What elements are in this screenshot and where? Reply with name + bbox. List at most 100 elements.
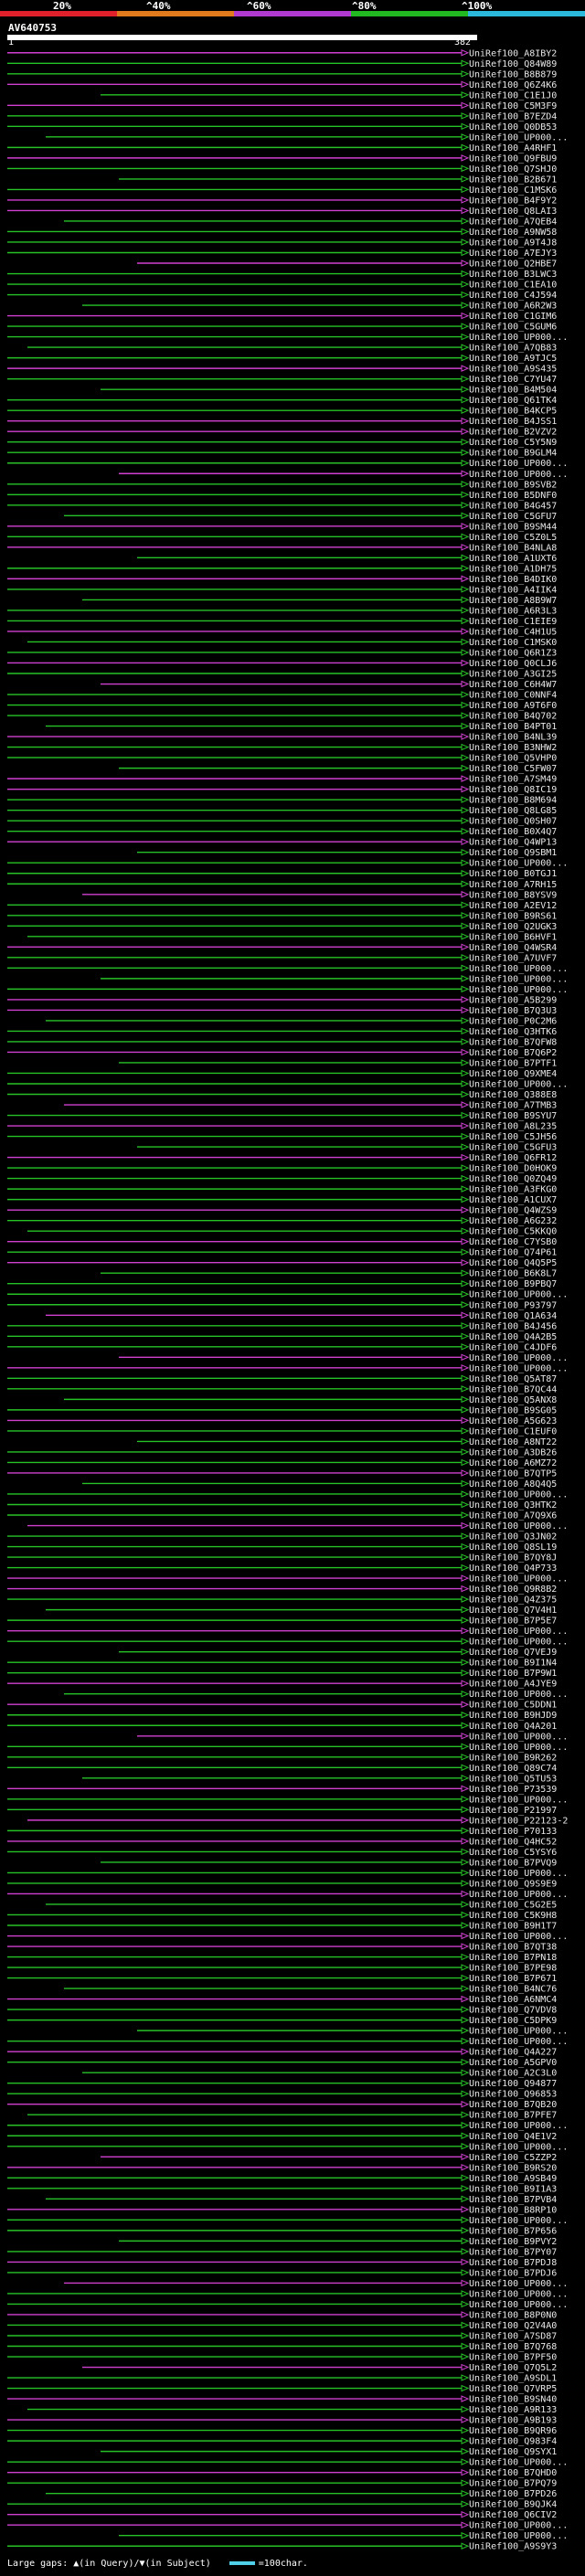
- hit-label[interactable]: UniRef100_B7QY8J: [469, 1553, 557, 1564]
- hit-label[interactable]: UniRef100_A5GPV0: [469, 2058, 557, 2068]
- hit-row[interactable]: UniRef100_B7PE98: [7, 1964, 557, 1974]
- hit-label[interactable]: UniRef100_Q4WSR4: [469, 943, 557, 953]
- hit-row[interactable]: UniRef100_P70133: [7, 1827, 557, 1837]
- hit-row[interactable]: UniRef100_Q6CIV2: [7, 2510, 557, 2520]
- hit-label[interactable]: UniRef100_B8M694: [469, 796, 557, 806]
- hit-row[interactable]: UniRef100_A5B299: [7, 995, 557, 1005]
- hit-label[interactable]: UniRef100_A9S9Y3: [469, 2542, 557, 2552]
- hit-row[interactable]: UniRef100_Q4A201: [7, 1722, 557, 1732]
- hit-row[interactable]: UniRef100_A4IIK4: [7, 585, 557, 595]
- hit-label[interactable]: UniRef100_C5GUM6: [469, 323, 557, 333]
- hit-row[interactable]: UniRef100_B7PDJ6: [7, 2268, 557, 2278]
- hit-label[interactable]: UniRef100_Q0CLJ6: [469, 659, 557, 669]
- hit-row[interactable]: UniRef100_Q5ANX8: [64, 1395, 557, 1405]
- hit-row[interactable]: UniRef100_Q4Q5P5: [7, 1258, 557, 1268]
- hit-row[interactable]: UniRef100_C5GFU3: [137, 1143, 557, 1153]
- hit-label[interactable]: UniRef100_Q9R8B2: [469, 1585, 557, 1595]
- hit-label[interactable]: UniRef100_Q94877: [469, 2079, 557, 2089]
- hit-row[interactable]: UniRef100_B7Q768: [7, 2342, 557, 2352]
- hit-row[interactable]: UniRef100_Q5TU53: [82, 1774, 557, 1784]
- hit-row[interactable]: UniRef100_B7QFW8: [7, 1037, 557, 1047]
- hit-row[interactable]: UniRef100_B9GLM4: [7, 449, 557, 459]
- hit-row[interactable]: UniRef100_Q9FBU9: [7, 154, 557, 164]
- hit-row[interactable]: UniRef100_B9I1A3: [7, 2184, 557, 2194]
- hit-row[interactable]: UniRef100_Q9R8B2: [7, 1585, 557, 1595]
- hit-label[interactable]: UniRef100_UP000...: [469, 2216, 568, 2226]
- hit-label[interactable]: UniRef100_Q5ANX8: [469, 1395, 557, 1405]
- hit-row[interactable]: UniRef100_UP000...: [7, 2521, 568, 2531]
- hit-label[interactable]: UniRef100_B2B671: [469, 175, 557, 185]
- hit-label[interactable]: UniRef100_Q7VDV8: [469, 2006, 557, 2016]
- hit-row[interactable]: UniRef100_C5GUM6: [7, 323, 557, 333]
- hit-label[interactable]: UniRef100_A6NMC4: [469, 1995, 557, 2005]
- hit-label[interactable]: UniRef100_B9RS20: [469, 2163, 557, 2173]
- hit-label[interactable]: UniRef100_A7Q9X6: [469, 1511, 557, 1521]
- hit-row[interactable]: UniRef100_B7QY8J: [7, 1553, 557, 1564]
- hit-label[interactable]: UniRef100_B0X4Q7: [469, 827, 557, 837]
- hit-row[interactable]: UniRef100_UP000...: [7, 859, 568, 869]
- hit-row[interactable]: UniRef100_A7UVF7: [7, 953, 557, 963]
- hit-row[interactable]: UniRef100_B9HJD9: [7, 1711, 557, 1721]
- hit-label[interactable]: UniRef100_B9QR96: [469, 2426, 557, 2436]
- hit-label[interactable]: UniRef100_B8P0N0: [469, 2310, 557, 2320]
- hit-row[interactable]: UniRef100_A4RHF1: [7, 143, 557, 154]
- hit-label[interactable]: UniRef100_C1E1J0: [469, 90, 557, 101]
- hit-row[interactable]: UniRef100_Q4P733: [7, 1564, 557, 1574]
- hit-label[interactable]: UniRef100_Q4A2B5: [469, 1332, 557, 1342]
- hit-label[interactable]: UniRef100_UP000...: [469, 333, 568, 343]
- hit-row[interactable]: UniRef100_Q4WP13: [7, 838, 557, 848]
- hit-row[interactable]: UniRef100_C5M3F9: [7, 101, 557, 111]
- hit-row[interactable]: UniRef100_C5ZZP2: [101, 2153, 557, 2163]
- hit-label[interactable]: UniRef100_Q9SYX1: [469, 2447, 557, 2457]
- hit-label[interactable]: UniRef100_Q7SHJ0: [469, 164, 557, 175]
- hit-row[interactable]: UniRef100_A2C3L0: [82, 2069, 557, 2079]
- hit-label[interactable]: UniRef100_B9SYU7: [469, 1111, 557, 1121]
- hit-row[interactable]: UniRef100_Q0ZQ49: [7, 1174, 557, 1184]
- hit-row[interactable]: UniRef100_Q61TK4: [7, 396, 557, 406]
- hit-label[interactable]: UniRef100_B6K8L7: [469, 1269, 557, 1279]
- hit-label[interactable]: UniRef100_B4M504: [469, 386, 557, 396]
- hit-label[interactable]: UniRef100_C5KKQ0: [469, 1227, 557, 1237]
- hit-label[interactable]: UniRef100_B4NLA8: [469, 543, 557, 553]
- hit-row[interactable]: UniRef100_B7P5E7: [7, 1617, 557, 1627]
- hit-label[interactable]: UniRef100_UP000...: [469, 1353, 568, 1363]
- hit-label[interactable]: UniRef100_UP000...: [469, 1079, 568, 1089]
- hit-row[interactable]: UniRef100_Q2HBE7: [137, 260, 557, 270]
- hit-row[interactable]: UniRef100_B2B671: [119, 175, 557, 185]
- hit-label[interactable]: UniRef100_P0C2M6: [469, 1016, 557, 1026]
- hit-row[interactable]: UniRef100_C1GIM6: [7, 312, 557, 322]
- hit-row[interactable]: UniRef100_A1DH75: [7, 564, 557, 574]
- hit-row[interactable]: UniRef100_UP000...: [7, 985, 568, 995]
- hit-label[interactable]: UniRef100_B4KCP5: [469, 407, 557, 417]
- hit-row[interactable]: UniRef100_Q2V4A0: [7, 2321, 557, 2331]
- hit-label[interactable]: UniRef100_Q7V4H1: [469, 1606, 557, 1616]
- hit-label[interactable]: UniRef100_A2EV12: [469, 901, 557, 911]
- hit-row[interactable]: UniRef100_B3NHW2: [7, 743, 557, 753]
- hit-label[interactable]: UniRef100_A6R3L3: [469, 606, 557, 616]
- hit-row[interactable]: UniRef100_B4NLA8: [7, 543, 557, 553]
- hit-row[interactable]: UniRef100_UP000...: [7, 2216, 568, 2226]
- hit-label[interactable]: UniRef100_Q74P61: [469, 1248, 557, 1258]
- hit-row[interactable]: UniRef100_Q4Z375: [7, 1595, 557, 1606]
- hit-row[interactable]: UniRef100_UP000...: [137, 2027, 568, 2037]
- hit-label[interactable]: UniRef100_B9R262: [469, 1753, 557, 1763]
- hit-row[interactable]: UniRef100_UP000...: [119, 1353, 568, 1363]
- hit-label[interactable]: UniRef100_Q5VHP0: [469, 754, 557, 764]
- hit-row[interactable]: UniRef100_C5Y5N9: [7, 438, 557, 448]
- hit-row[interactable]: UniRef100_Q7SHJ0: [7, 164, 557, 175]
- hit-label[interactable]: UniRef100_A9S435: [469, 365, 557, 375]
- hit-label[interactable]: UniRef100_A1UXT6: [469, 554, 557, 564]
- hit-row[interactable]: UniRef100_Q3HTK6: [7, 1027, 557, 1037]
- hit-row[interactable]: UniRef100_B8M694: [7, 796, 557, 806]
- hit-row[interactable]: UniRef100_A9R133: [27, 2405, 557, 2415]
- hit-row[interactable]: UniRef100_A7RH15: [7, 880, 557, 890]
- hit-row[interactable]: UniRef100_UP000...: [7, 1795, 568, 1805]
- hit-label[interactable]: UniRef100_Q2UGK3: [469, 922, 557, 932]
- hit-label[interactable]: UniRef100_UP000...: [469, 2531, 568, 2541]
- hit-row[interactable]: UniRef100_A6R3L3: [7, 606, 557, 616]
- hit-label[interactable]: UniRef100_C1GIM6: [469, 312, 557, 322]
- hit-row[interactable]: UniRef100_Q2UGK3: [7, 922, 557, 932]
- hit-row[interactable]: UniRef100_C1EUF0: [7, 1426, 557, 1436]
- hit-row[interactable]: UniRef100_Q983F4: [7, 2437, 557, 2447]
- hit-label[interactable]: UniRef100_B7PFE7: [469, 2111, 557, 2121]
